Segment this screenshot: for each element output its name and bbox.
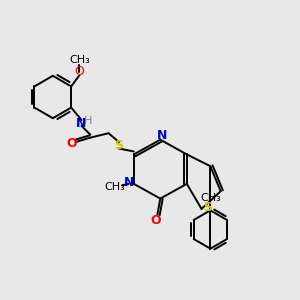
Text: CH₃: CH₃ [104, 182, 125, 192]
Text: N: N [76, 117, 86, 130]
Text: CH₃: CH₃ [200, 193, 221, 203]
Text: N: N [157, 129, 167, 142]
Text: N: N [124, 176, 135, 189]
Text: S: S [114, 139, 123, 152]
Text: O: O [151, 214, 161, 226]
Text: H: H [84, 116, 92, 126]
Text: CH₃: CH₃ [69, 55, 90, 65]
Text: S: S [203, 201, 212, 214]
Text: O: O [74, 65, 84, 78]
Text: O: O [66, 137, 76, 150]
